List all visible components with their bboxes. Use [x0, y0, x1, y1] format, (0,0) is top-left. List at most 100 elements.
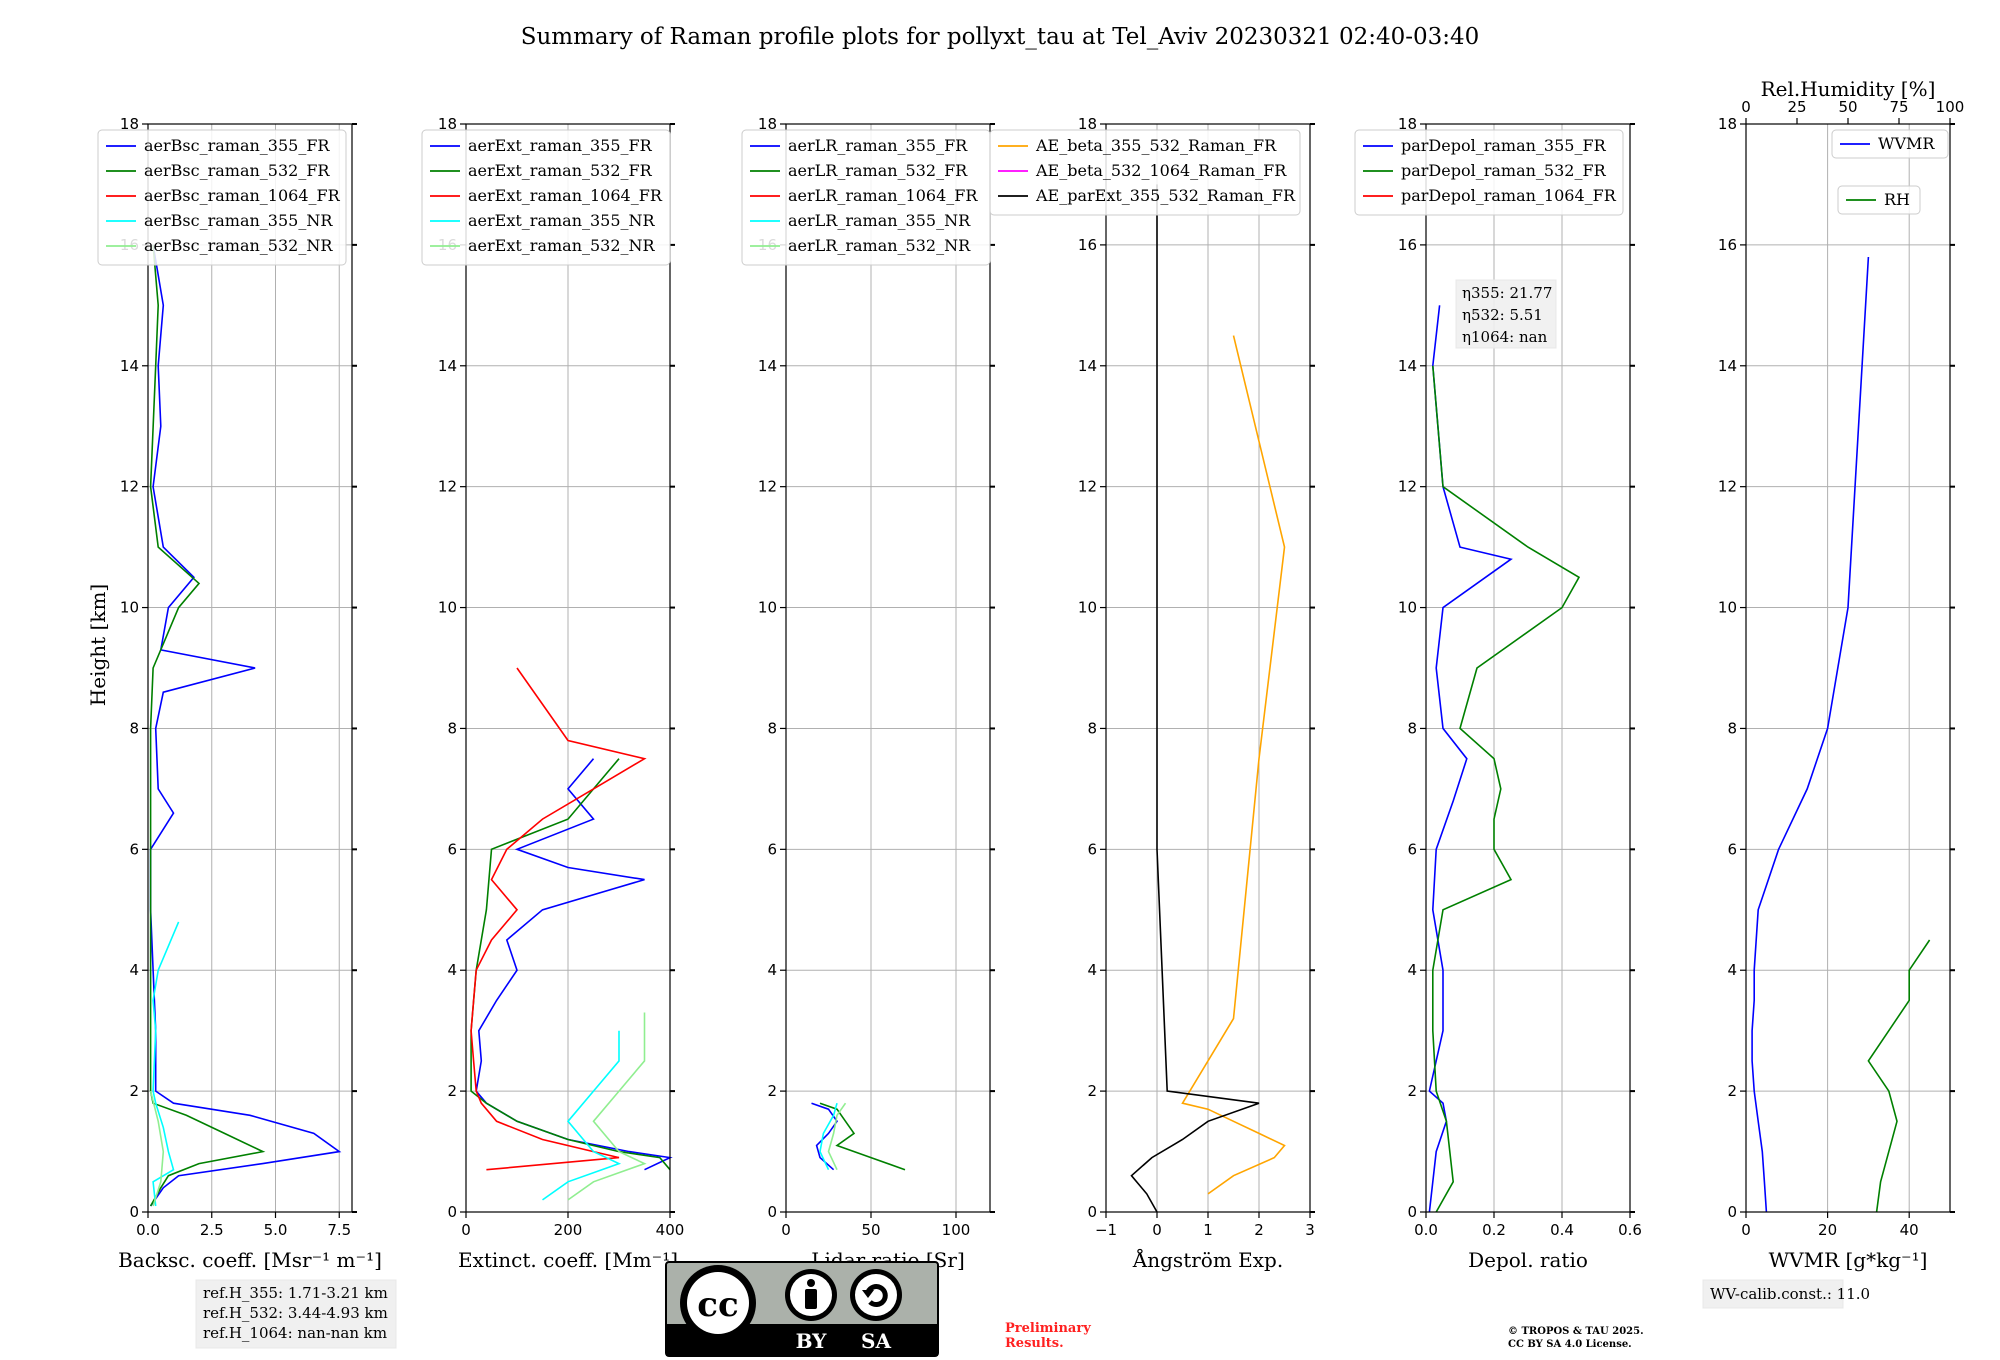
top-x-tick-label: 75	[1889, 98, 1908, 116]
legend-frame	[1831, 129, 1949, 159]
y-tick-label: 6	[129, 840, 139, 858]
y-tick-label: 14	[758, 357, 777, 375]
license-badge: cc BY SA	[665, 1261, 939, 1357]
series-line-aerLR_raman_532_NR	[827, 1102, 847, 1171]
y-tick-label: 10	[1078, 599, 1097, 617]
x-tick-label: 0	[461, 1221, 471, 1239]
legend: aerExt_raman_355_FR aerExt_raman_532_FRae…	[421, 129, 671, 266]
x-tick-label: 2	[1254, 1221, 1264, 1239]
legend-label-AE_beta_532_1064_Raman_FR: AE_beta_532_1064_Raman_FR	[1035, 161, 1287, 180]
legend-label-aerExt_raman_532_NR: aerExt_raman_532_NR	[468, 236, 656, 255]
y-tick-label: 4	[767, 961, 777, 979]
preliminary-line-1: Preliminary	[1005, 1321, 1091, 1336]
y-tick-label: 14	[1398, 357, 1417, 375]
sa-text: SA	[861, 1329, 891, 1353]
y-tick-label: 4	[1727, 961, 1737, 979]
wv-calib-text: WV-calib.const.: 11.0	[1710, 1285, 1870, 1303]
eta-annotation: η355: 21.77 η532: 5.51 η1064: nan	[1455, 279, 1557, 349]
y-tick-label: 10	[1398, 599, 1417, 617]
x-tick-label: 200	[554, 1221, 583, 1239]
y-tick-label: 10	[1718, 599, 1737, 617]
legend-label-AE_parExt_355_532_Raman_FR: AE_parExt_355_532_Raman_FR	[1035, 186, 1296, 205]
y-tick-label: 0	[1407, 1203, 1417, 1221]
y-tick-label: 2	[1727, 1082, 1737, 1100]
y-tick-label: 2	[1407, 1082, 1417, 1100]
figure-title: Summary of Raman profile plots for polly…	[521, 24, 1480, 50]
y-tick-label: 0	[1727, 1203, 1737, 1221]
legend-label-aerExt_raman_1064_FR: aerExt_raman_1064_FR	[468, 186, 663, 205]
legend-label-RH: RH	[1884, 190, 1910, 209]
x-tick-label: 0.0	[1414, 1221, 1438, 1239]
legend-frame	[989, 129, 1301, 216]
legend-label-aerBsc_raman_355_NR: aerBsc_raman_355_NR	[144, 211, 333, 230]
y-tick-label: 0	[129, 1203, 139, 1221]
top-x-tick-label: 25	[1787, 98, 1806, 116]
y-tick-label: 12	[1078, 478, 1097, 496]
legend-label-aerLR_raman_355_NR: aerLR_raman_355_NR	[788, 211, 971, 230]
x-tick-label: 0	[1741, 1221, 1751, 1239]
axes-frame	[1745, 123, 1951, 1213]
x-tick-label: 20	[1818, 1221, 1837, 1239]
series-line-aerLR_raman_355_NR	[819, 1102, 838, 1171]
y-tick-label: 10	[120, 599, 139, 617]
x-tick-label: 400	[656, 1221, 685, 1239]
top-x-axis-label: Rel.Humidity [%]	[1761, 77, 1936, 101]
eta-box	[1455, 279, 1557, 349]
legend-label-aerExt_raman_355_NR: aerExt_raman_355_NR	[468, 211, 656, 230]
y-tick-label: 6	[767, 840, 777, 858]
y-tick-label: 18	[1078, 115, 1097, 133]
legend-frame	[97, 129, 347, 266]
ref-heights-box: ref.H_355: 1.71-3.21 km ref.H_532: 3.44-…	[195, 1279, 397, 1349]
legend-label-WVMR: WVMR	[1878, 134, 1935, 153]
y-tick-label: 16	[1718, 236, 1737, 254]
y-tick-label: 18	[438, 115, 457, 133]
x-tick-label: 100	[942, 1221, 971, 1239]
y-tick-label: 0	[1087, 1203, 1097, 1221]
y-tick-label: 4	[447, 961, 457, 979]
legend-label-aerLR_raman_532_FR: aerLR_raman_532_FR	[788, 161, 968, 180]
legend: aerLR_raman_355_FR aerLR_raman_532_FR aerL…	[741, 129, 991, 266]
y-tick-label: 4	[129, 961, 139, 979]
legend-label-aerBsc_raman_532_FR: aerBsc_raman_532_FR	[144, 161, 330, 180]
panel-depolarization: 0 2 4 6 8 10 12 14 16 18 0.0 0.2 0.4 0.6 Depol. ratio p…	[1354, 115, 1642, 1272]
y-tick-label: 12	[120, 478, 139, 496]
y-tick-label: 0	[447, 1203, 457, 1221]
legend-label-parDepol_raman_355_FR: parDepol_raman_355_FR	[1401, 136, 1607, 155]
y-tick-label: 6	[1727, 840, 1737, 858]
ref-height-1064: ref.H_1064: nan-nan km	[203, 1324, 387, 1342]
series-line-RH	[1867, 939, 1931, 1213]
y-tick-label: 14	[1718, 357, 1737, 375]
y-tick-label: 10	[438, 599, 457, 617]
y-tick-label: 18	[758, 115, 777, 133]
top-x-tick-label: 100	[1936, 98, 1965, 116]
eta-line: η1064: nan	[1462, 328, 1548, 346]
legend-label-aerLR_raman_1064_FR: aerLR_raman_1064_FR	[788, 186, 978, 205]
y-tick-label: 18	[1718, 115, 1737, 133]
x-tick-label: 7.5	[327, 1221, 351, 1239]
legend: parDepol_raman_355_FR parDepol_raman_532_…	[1354, 129, 1624, 216]
top-x-tick-label: 0	[1741, 98, 1751, 116]
x-tick-label: 0.4	[1550, 1221, 1574, 1239]
series-line-WVMR	[1751, 256, 1870, 1213]
series-line-aerBsc_raman_532_FR	[149, 244, 266, 1207]
series-line-aerExt_raman_532_NR	[567, 1012, 647, 1201]
legend-frame	[421, 129, 671, 266]
panel-extinction: 0246810121416180200400Extinct. coeff. [M…	[421, 115, 685, 1272]
x-tick-label: 0	[781, 1221, 791, 1239]
x-tick-label: 0.0	[136, 1221, 160, 1239]
ref-height-355: ref.H_355: 1.71-3.21 km	[203, 1284, 388, 1302]
legend: AE_beta_355_532_Raman_FR AE_beta_532_1064…	[989, 129, 1301, 216]
panel-lidar-ratio: 024681012141618050100Lidar ratio [Sr]aer…	[741, 115, 995, 1272]
legend-label-aerBsc_raman_1064_FR: aerBsc_raman_1064_FR	[144, 186, 341, 205]
legend: aerBsc_raman_355_FR aerBsc_raman_532_FRae…	[97, 129, 347, 266]
series-line-aerExt_raman_532_FR	[470, 758, 671, 1171]
legend-label-aerBsc_raman_355_FR: aerBsc_raman_355_FR	[144, 136, 330, 155]
y-tick-label: 14	[120, 357, 139, 375]
legend-label-aerExt_raman_532_FR: aerExt_raman_532_FR	[468, 161, 653, 180]
wv-calib-box: WV-calib.const.: 11.0	[1702, 1279, 1870, 1309]
y-tick-label: 4	[1087, 961, 1097, 979]
eta-line: η355: 21.77	[1462, 284, 1552, 302]
x-tick-label: 2.5	[200, 1221, 224, 1239]
